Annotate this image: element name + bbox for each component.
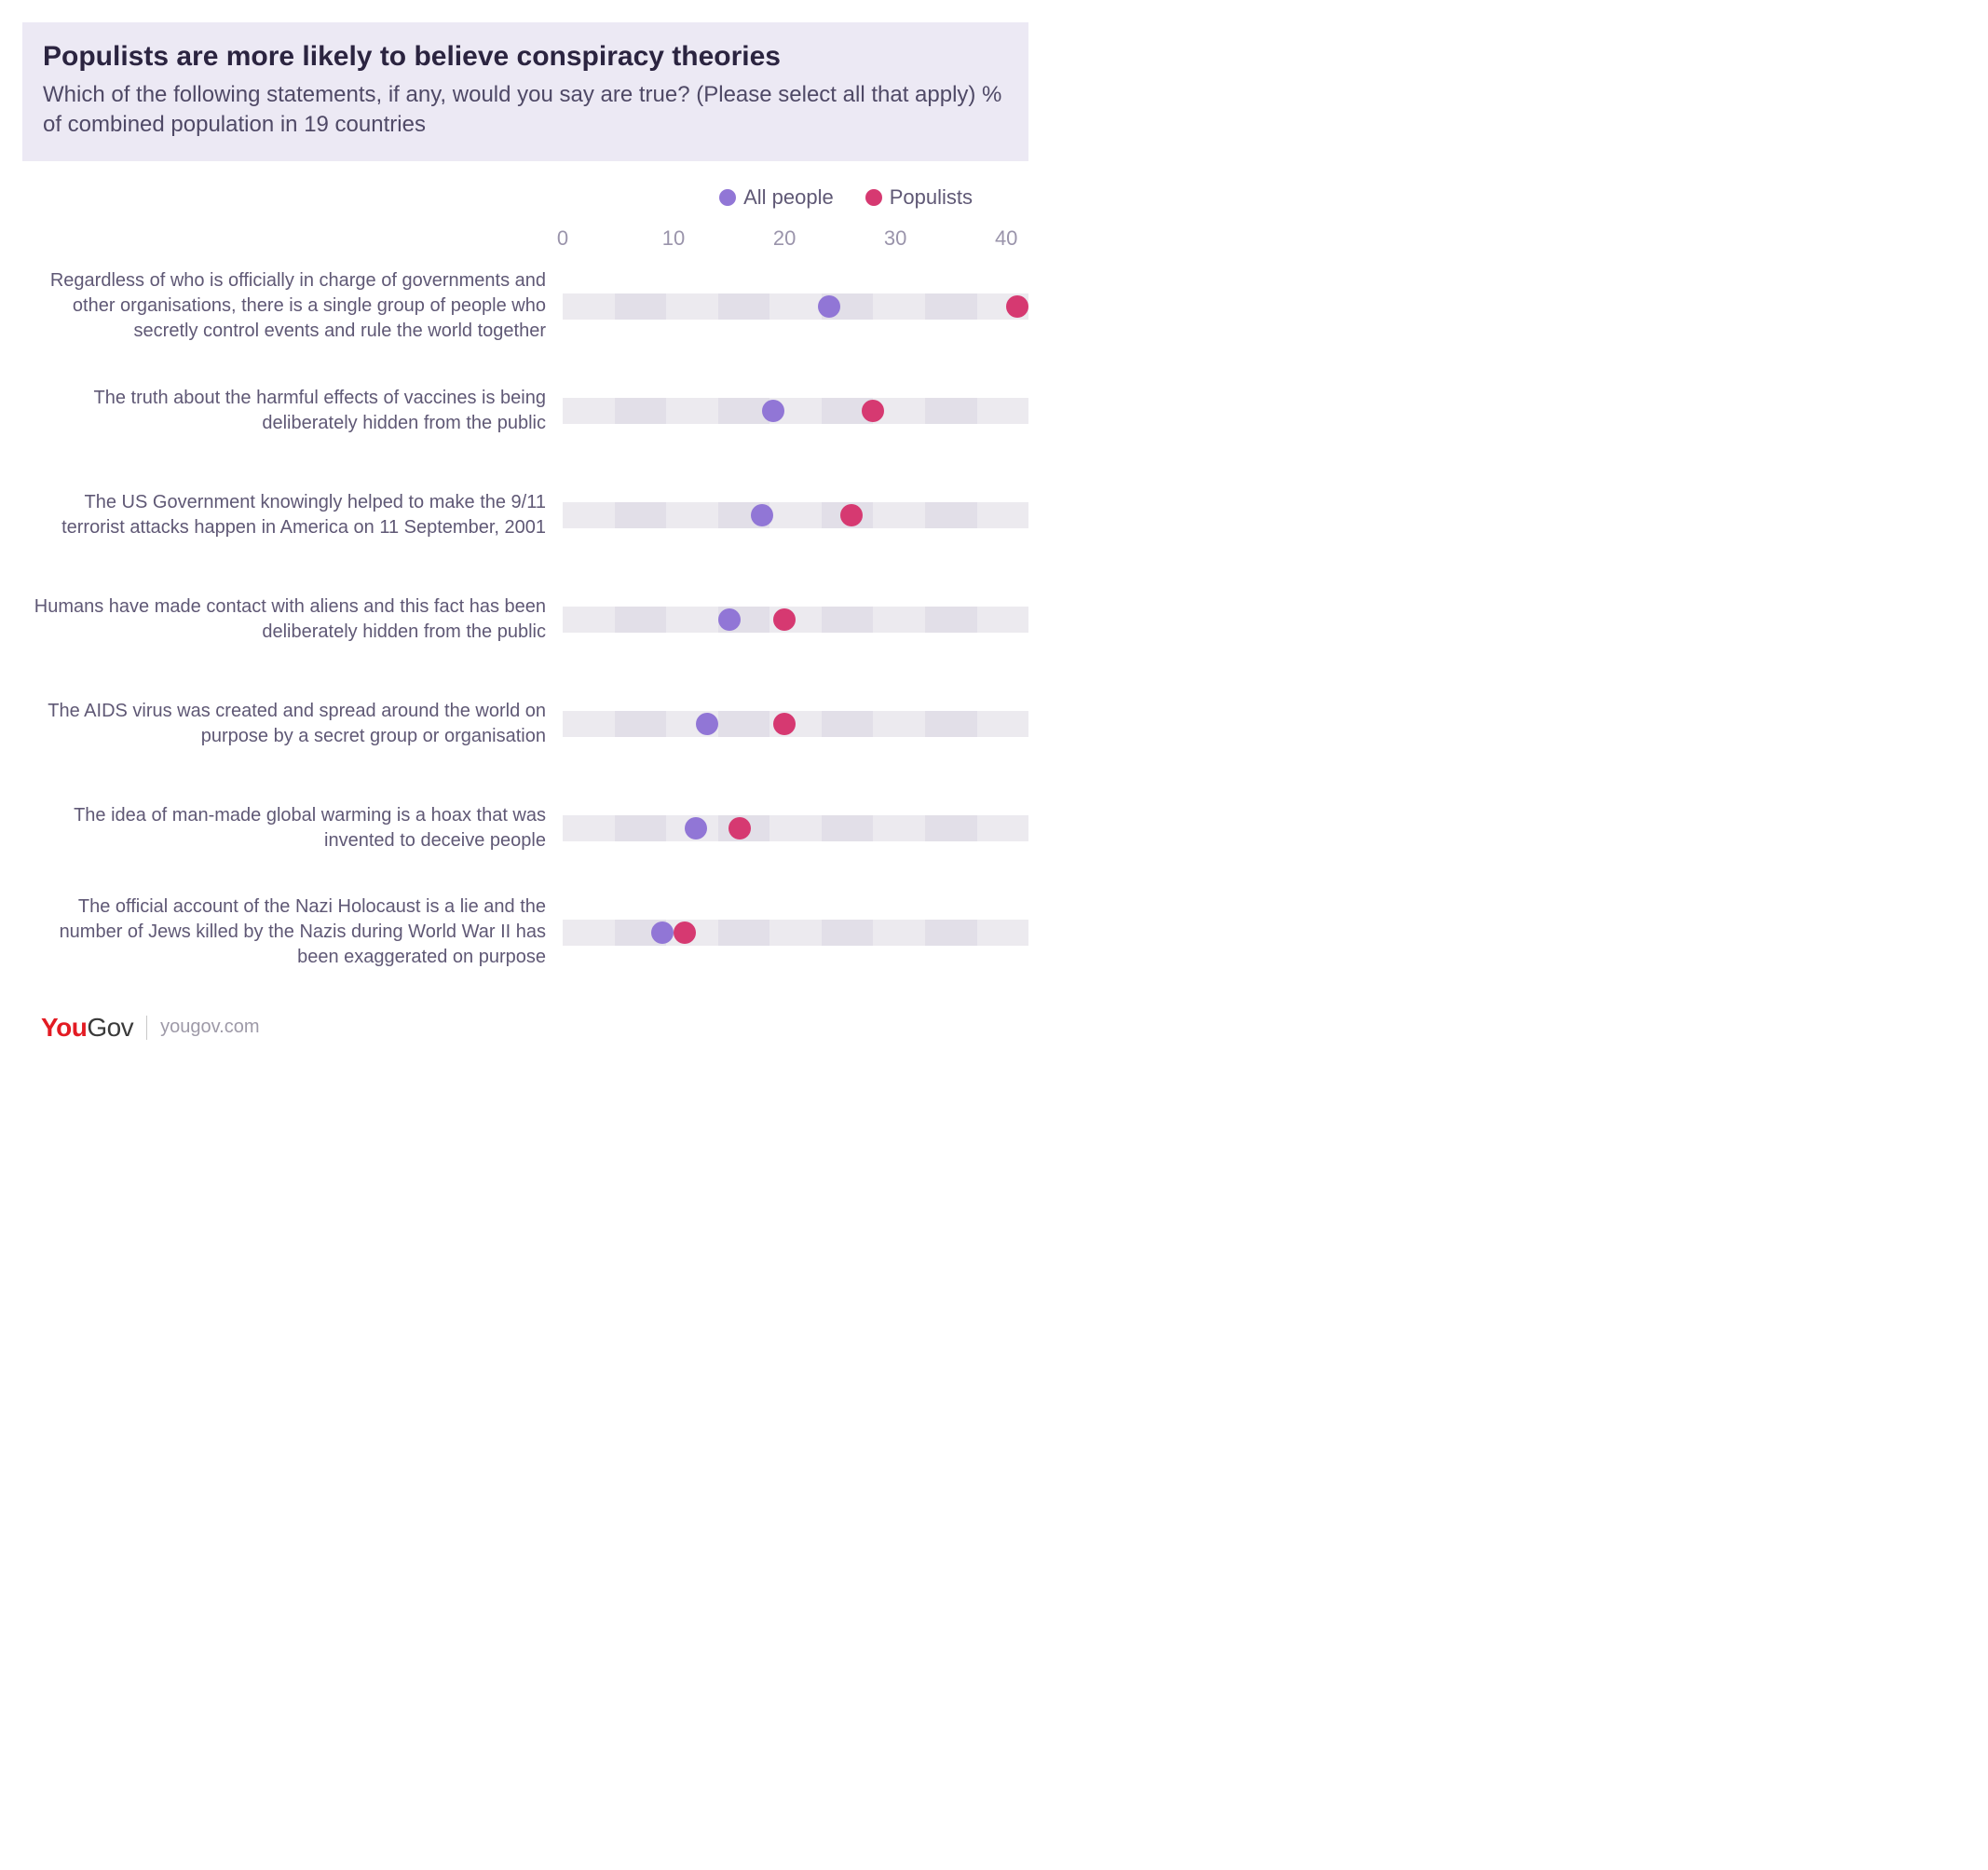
row-track <box>563 815 1028 841</box>
dot-populists <box>862 400 884 422</box>
logo-gov: Gov <box>87 1013 133 1042</box>
row-label: Humans have made contact with aliens and… <box>22 594 563 645</box>
chart-row: Regardless of who is officially in charg… <box>22 254 1028 359</box>
dot-all-people <box>718 608 741 631</box>
row-label: The AIDS virus was created and spread ar… <box>22 699 563 749</box>
yougov-logo: YouGov <box>41 1013 133 1043</box>
dot-populists <box>840 504 863 526</box>
legend-item-populists: Populists <box>865 185 973 210</box>
footer-separator <box>146 1016 147 1040</box>
legend-dot-all-people <box>719 189 736 206</box>
chart-row: The US Government knowingly helped to ma… <box>22 463 1028 567</box>
x-axis-tick: 0 <box>557 226 568 251</box>
chart-row: The AIDS virus was created and spread ar… <box>22 672 1028 776</box>
x-axis-tick: 30 <box>884 226 906 251</box>
dot-populists <box>773 608 796 631</box>
row-track <box>563 502 1028 528</box>
dot-all-people <box>762 400 784 422</box>
x-axis-tick: 40 <box>995 226 1017 251</box>
chart-rows: Regardless of who is officially in charg… <box>22 254 1028 985</box>
dot-populists <box>728 817 751 839</box>
x-axis: 0 10 20 30 40 <box>22 213 1028 254</box>
footer-link: yougov.com <box>160 1017 259 1038</box>
chart-legend: All people Populists <box>22 161 1028 213</box>
row-track <box>563 711 1028 737</box>
dot-all-people <box>751 504 773 526</box>
legend-label-populists: Populists <box>890 185 973 210</box>
legend-dot-populists <box>865 189 882 206</box>
chart-footer: YouGov yougov.com <box>22 985 1028 1052</box>
chart-header: Populists are more likely to believe con… <box>22 22 1028 161</box>
logo-you: You <box>41 1013 87 1042</box>
chart-row: The official account of the Nazi Holocau… <box>22 880 1028 985</box>
dot-populists <box>674 921 696 944</box>
row-track <box>563 398 1028 424</box>
chart-row: The idea of man-made global warming is a… <box>22 776 1028 880</box>
dot-populists <box>773 713 796 735</box>
legend-item-all-people: All people <box>719 185 834 210</box>
chart-subtitle: Which of the following statements, if an… <box>43 80 1008 141</box>
chart-title: Populists are more likely to believe con… <box>43 41 1008 73</box>
chart-row: Humans have made contact with aliens and… <box>22 567 1028 672</box>
row-label: The idea of man-made global warming is a… <box>22 803 563 853</box>
x-axis-tick: 10 <box>662 226 685 251</box>
row-track <box>563 293 1028 320</box>
legend-label-all-people: All people <box>743 185 834 210</box>
dot-all-people <box>685 817 707 839</box>
dot-all-people <box>696 713 718 735</box>
row-label: The official account of the Nazi Holocau… <box>22 894 563 970</box>
dot-all-people <box>651 921 674 944</box>
chart-container: Populists are more likely to believe con… <box>22 22 1028 1052</box>
dot-all-people <box>818 295 840 318</box>
row-track <box>563 920 1028 946</box>
dot-populists <box>1006 295 1028 318</box>
row-label: The truth about the harmful effects of v… <box>22 386 563 436</box>
row-label: The US Government knowingly helped to ma… <box>22 490 563 540</box>
x-axis-tick: 20 <box>773 226 796 251</box>
x-axis-ticks: 010203040 <box>563 213 1028 254</box>
row-label: Regardless of who is officially in charg… <box>22 268 563 344</box>
row-track <box>563 607 1028 633</box>
chart-row: The truth about the harmful effects of v… <box>22 359 1028 463</box>
